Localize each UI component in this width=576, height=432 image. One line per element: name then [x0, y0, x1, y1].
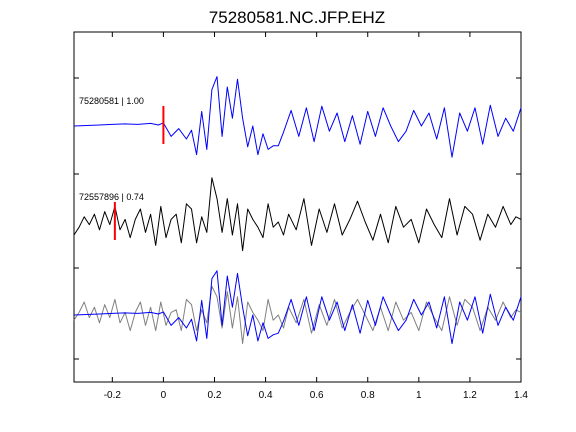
- trace-2-series-1: [73, 177, 522, 252]
- x-tick-label: 0.6: [310, 390, 324, 401]
- trace-labels: 75280581 | 1.00 72557896 | 0.74: [79, 96, 144, 202]
- trace-label-2: 72557896 | 0.74: [79, 192, 144, 202]
- waveform-traces: [73, 76, 522, 345]
- x-tick-labels: -0.2 0 0.2 0.4 0.6 0.8 1 1.2 1.4: [104, 390, 529, 401]
- x-tick-label: 0.8: [361, 390, 375, 401]
- x-tick-label: 1: [416, 390, 422, 401]
- plot-area-frame: [73, 31, 522, 383]
- x-tick-label: 1.4: [514, 390, 528, 401]
- x-tick-label: 0.2: [208, 390, 222, 401]
- trace-label-1: 75280581 | 1.00: [79, 96, 144, 106]
- pick-markers: [113, 106, 165, 240]
- axis-ticks: [74, 32, 522, 382]
- trace-1-series-1: [73, 76, 522, 158]
- x-tick-label: 1.2: [463, 390, 477, 401]
- chart-title: 75280581.NC.JFP.EHZ: [209, 8, 385, 27]
- trace-3-series-2: [73, 270, 522, 345]
- x-tick-label: -0.2: [104, 390, 122, 401]
- x-tick-label: 0.4: [259, 390, 273, 401]
- x-tick-label: 0: [161, 390, 167, 401]
